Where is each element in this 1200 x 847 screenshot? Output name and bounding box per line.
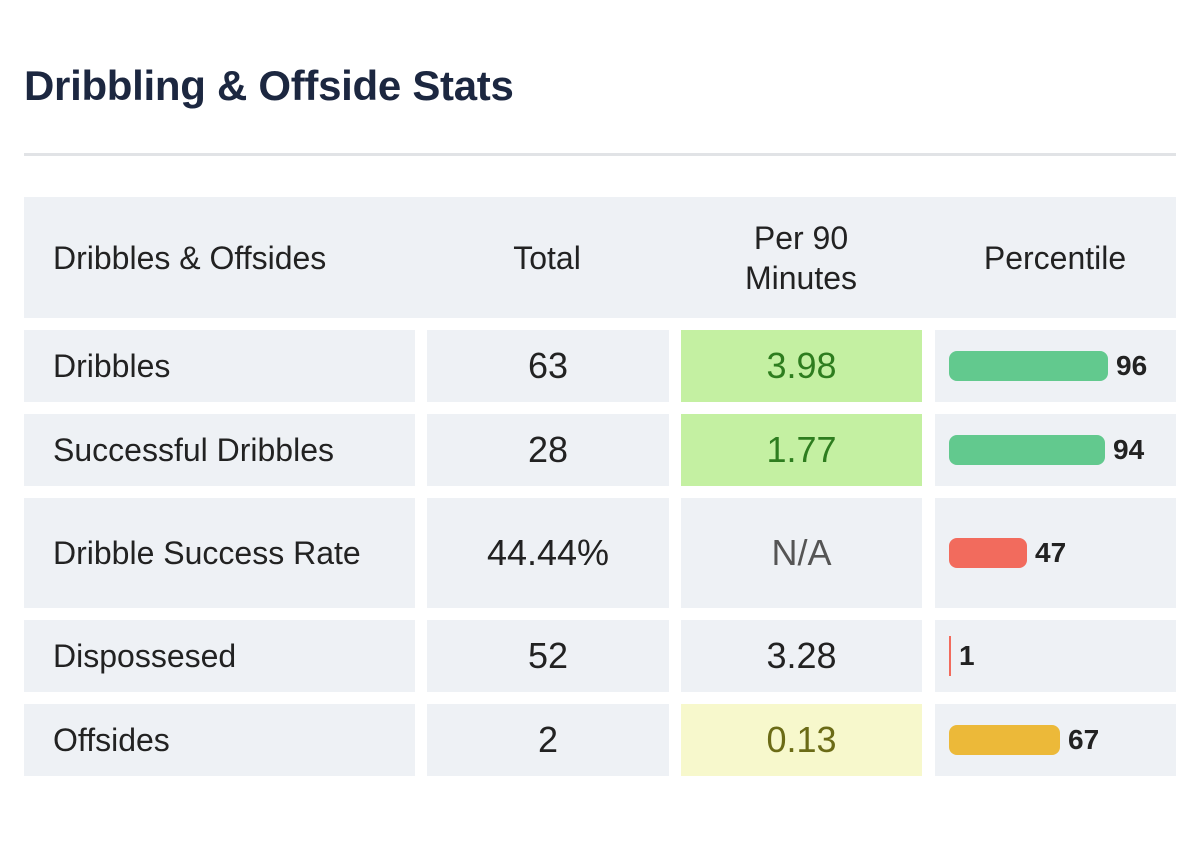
table-row: Dribbles 63 3.98 96: [24, 330, 1176, 402]
percentile-value: 94: [1113, 434, 1145, 465]
stat-name: Dispossesed: [24, 620, 415, 692]
stat-name: Dribbles: [24, 330, 415, 402]
stat-percentile: 96: [935, 330, 1176, 402]
percentile-value: 67: [1068, 724, 1100, 755]
title-divider: [24, 153, 1176, 156]
percentile-value: 1: [959, 640, 975, 671]
header-stat: Dribbles & Offsides: [53, 239, 327, 276]
stat-total: 44.44%: [427, 498, 669, 608]
percentile-bar: [949, 725, 1060, 755]
header-per90-text: Per 90 Minutes: [744, 219, 858, 296]
stat-per90: 1.77: [681, 414, 922, 486]
stat-name: Offsides: [24, 704, 415, 776]
table-row: Successful Dribbles 28 1.77 94: [24, 414, 1176, 486]
page-title: Dribbling & Offside Stats: [24, 62, 514, 109]
stat-total: 2: [427, 704, 669, 776]
percentile-bar: [949, 351, 1108, 381]
percentile-bar: [949, 435, 1105, 465]
table-header: Dribbles & Offsides Total Per 90 Minutes…: [24, 197, 1176, 318]
percentile-value: 47: [1035, 537, 1067, 568]
table-row: Dribble Success Rate 44.44% N/A 47: [24, 498, 1176, 608]
stat-name: Successful Dribbles: [24, 414, 415, 486]
header-per90: Per 90 Minutes: [680, 197, 922, 318]
percentile-bar: [949, 636, 951, 676]
stat-per90: N/A: [681, 498, 922, 608]
stat-name: Dribble Success Rate: [24, 498, 415, 608]
percentile-bar: [949, 538, 1027, 568]
stat-total: 63: [427, 330, 669, 402]
stat-percentile: 94: [935, 414, 1176, 486]
stat-percentile: 47: [935, 498, 1176, 608]
header-total: Total: [513, 239, 581, 276]
stats-table: Dribbles & Offsides Total Per 90 Minutes…: [24, 197, 1176, 776]
table-row: Offsides 2 0.13 67: [24, 704, 1176, 776]
stat-total: 52: [427, 620, 669, 692]
stat-per90: 3.98: [681, 330, 922, 402]
stat-per90: 3.28: [681, 620, 922, 692]
stat-per90: 0.13: [681, 704, 922, 776]
percentile-value: 96: [1116, 350, 1148, 381]
stat-percentile: 1: [935, 620, 1176, 692]
header-percentile: Percentile: [983, 239, 1127, 276]
stat-total: 28: [427, 414, 669, 486]
table-row: Dispossesed 52 3.28 1: [24, 620, 1176, 692]
stat-percentile: 67: [935, 704, 1176, 776]
